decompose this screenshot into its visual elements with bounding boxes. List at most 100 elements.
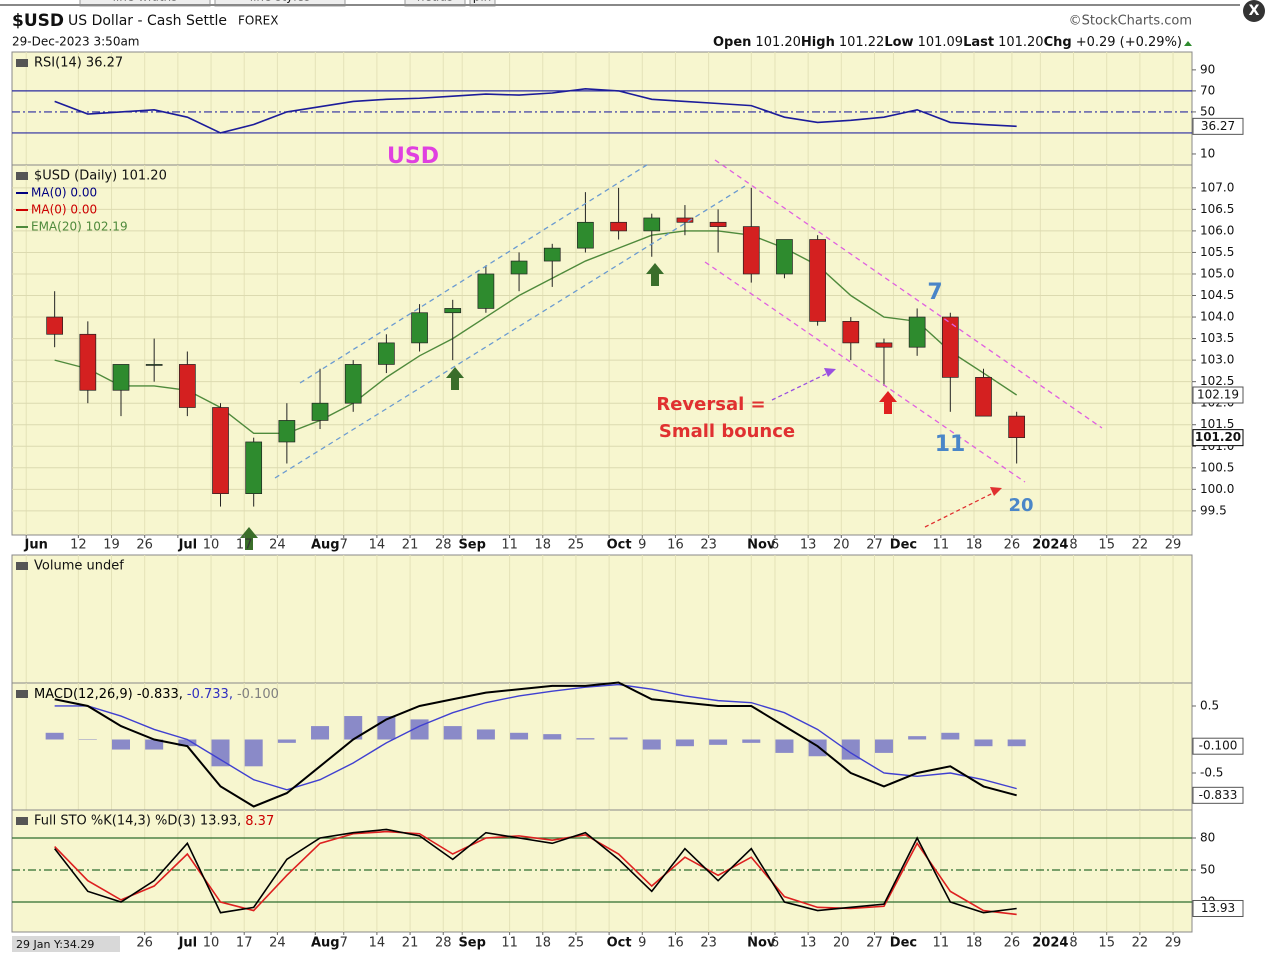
histogram-bar (742, 739, 761, 743)
x-tick-label: 21 (402, 936, 419, 951)
histogram-bar (941, 732, 960, 740)
y-tick-label: 104.5 (1200, 288, 1234, 302)
title-part: MACD(12,26,9) -0.833, (34, 687, 183, 702)
x-tick-label: 15 (1098, 538, 1115, 553)
histogram-bar (277, 739, 296, 743)
x-tick-label: Sep (458, 936, 486, 951)
arrow-up (446, 367, 464, 390)
x-tick-label: Oct (607, 936, 632, 951)
x-tick-label: 25 (568, 936, 585, 951)
histogram-bar (111, 739, 130, 750)
y-tick-label: 99.5 (1200, 503, 1227, 517)
histogram-bar (510, 732, 529, 740)
x-tick-label: 27 (866, 936, 883, 951)
close-icon[interactable] (1243, 0, 1265, 22)
candle-body (643, 217, 661, 232)
title-part: -0.100 (237, 687, 279, 702)
x-tick-label: 27 (866, 538, 883, 553)
histogram-bar (908, 736, 927, 740)
x-tick-label: 17 (236, 936, 253, 951)
panel-frame (11, 164, 1193, 536)
candle-body (709, 221, 727, 227)
panel-icon (16, 59, 28, 67)
candle-body (577, 221, 594, 249)
arrow-up (240, 527, 258, 550)
quote: Open 101.20High 101.22Low 101.09Last 101.20C… (713, 35, 1192, 50)
x-tick-label: 11 (933, 538, 950, 553)
candle-body (46, 316, 64, 335)
x-tick-label: 2024 (1032, 936, 1068, 951)
histogram-bar (675, 739, 694, 747)
x-tick-label: Nov (747, 538, 776, 553)
x-tick-label: 9 (638, 538, 646, 553)
toolbar-label: line widths (113, 0, 178, 4)
candle-body (79, 333, 97, 391)
candle-body (776, 239, 793, 275)
close-button[interactable]: X (1243, 0, 1265, 22)
up-triangle (1184, 41, 1192, 46)
x-tick-label: Nov (747, 936, 776, 951)
quote-value: 101.09 (918, 35, 964, 50)
y-tick-label: 90 (1200, 62, 1215, 76)
legend-label: MA(0) 0.00 (31, 203, 97, 217)
x-tick-label: Oct (607, 538, 632, 553)
x-tick-label: 24 (269, 538, 286, 553)
datetime: 29-Dec-2023 3:50am (12, 35, 140, 49)
source: ©StockCharts.com (1069, 14, 1192, 29)
y-tick-label: 106.0 (1200, 223, 1234, 237)
last-value-box (1192, 786, 1244, 804)
histogram-bar (476, 729, 495, 740)
security-name: US Dollar - Cash Settle (68, 13, 227, 29)
candle-body (941, 316, 959, 378)
x-tick-label: 10 (203, 936, 220, 951)
x-tick-label: 14 (369, 538, 386, 553)
toolbar-label: pin (473, 0, 492, 4)
histogram-bar (576, 738, 595, 740)
panel-icon (16, 172, 28, 180)
last-value-box (1192, 429, 1244, 447)
y-tick-label: 101.5 (1200, 417, 1234, 431)
toolbar-label: heads (417, 0, 453, 4)
quote-label: High (801, 35, 835, 50)
y-tick-label: -0.5 (1200, 766, 1223, 780)
y-tick-label: 80 (1200, 831, 1215, 845)
quote-label: Low (884, 35, 913, 50)
histogram-bar (311, 726, 330, 740)
x-tick-label: 18 (534, 936, 551, 951)
quote-label: Chg (1044, 35, 1072, 50)
close-glyph[interactable]: X (1249, 3, 1260, 19)
channel-line (274, 185, 746, 479)
x-tick-label: 16 (667, 538, 684, 553)
candle-body (975, 377, 992, 417)
channel-line (299, 162, 651, 384)
series-line (54, 828, 1017, 914)
panel-frame (11, 554, 1193, 684)
x-tick-label: 29 (1165, 936, 1182, 951)
last-value-label: -0.100 (1199, 739, 1238, 753)
channel-line (704, 261, 1026, 483)
x-tick-label: 20 (833, 936, 850, 951)
x-tick-label: 28 (435, 538, 452, 553)
series-line (54, 830, 1017, 916)
candle-body (676, 217, 694, 223)
histogram-bar (609, 737, 628, 740)
x-tick-label: 24 (269, 936, 286, 951)
histogram-bar (344, 716, 363, 740)
cursor-box (12, 936, 120, 952)
annotation: USD (387, 144, 439, 169)
y-tick-label: 107.0 (1200, 180, 1234, 194)
series-line (54, 230, 1018, 435)
x-tick-label: 26 (1004, 936, 1021, 951)
y-tick-label: 102.5 (1200, 374, 1234, 388)
title-value: 8.37 (245, 814, 274, 829)
y-tick-label: 50 (1200, 104, 1215, 118)
candle-body (212, 407, 229, 494)
x-tick-label: 7 (340, 538, 348, 553)
x-tick-label: 19 (103, 538, 120, 553)
x-tick-label: 22 (1132, 538, 1149, 553)
last-value-label: -0.833 (1199, 788, 1238, 802)
x-tick-label: 11 (933, 936, 950, 951)
candle-body (543, 247, 561, 262)
x-tick-label: 17 (236, 538, 253, 553)
